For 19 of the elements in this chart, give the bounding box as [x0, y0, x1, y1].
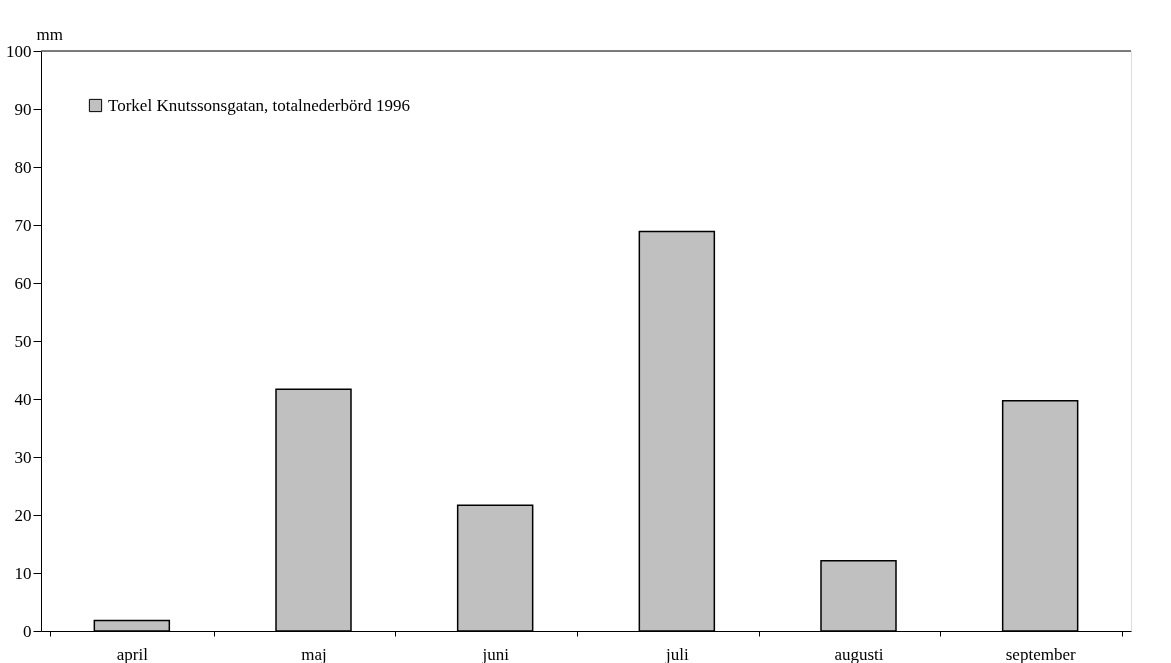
y-tick-label: 20 [14, 505, 32, 525]
x-tick-label: maj [301, 644, 327, 663]
y-tick-label: 0 [23, 621, 32, 641]
x-tick-label: april [116, 644, 149, 663]
y-tick-label: 100 [6, 41, 32, 61]
y-tick-label: 10 [14, 563, 32, 583]
x-tick-label: september [1005, 644, 1076, 663]
y-tick-label: 70 [14, 215, 32, 235]
y-axis-title: mm [36, 24, 63, 44]
y-tick-label: 40 [14, 389, 32, 409]
legend-label: Torkel Knutssonsgatan, totalnederbörd 1996 [108, 95, 410, 115]
y-tick-label: 60 [14, 273, 32, 293]
x-tick-label: juli [665, 644, 689, 663]
y-tick-label: 50 [14, 331, 32, 351]
y-tick-label: 80 [14, 157, 32, 177]
y-tick-label: 90 [14, 99, 32, 119]
x-tick-label: augusti [834, 644, 884, 663]
y-tick-label: 30 [14, 447, 32, 467]
x-tick-label: juni [481, 644, 510, 663]
